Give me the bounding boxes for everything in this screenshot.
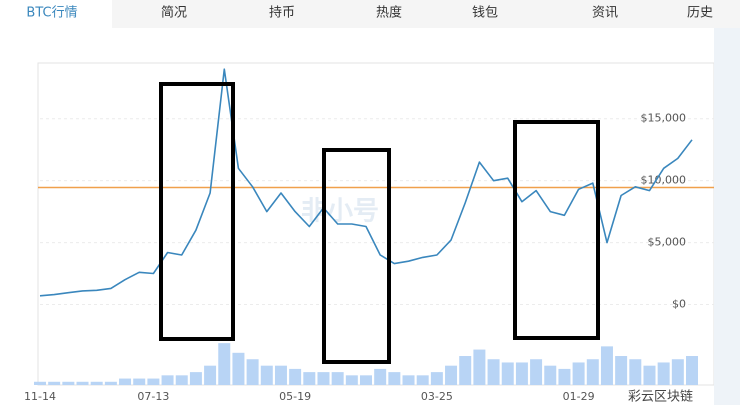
volume-bar — [175, 375, 188, 385]
volume-bar — [530, 359, 543, 385]
volume-bar — [572, 362, 585, 385]
volume-bar — [274, 365, 287, 385]
x-tick-label: 01-29 — [563, 390, 595, 403]
volume-bar — [133, 378, 146, 385]
x-tick-label: 03-25 — [421, 390, 453, 403]
volume-bar — [558, 368, 571, 385]
volume-bar — [615, 356, 628, 385]
volume-bar — [76, 381, 89, 385]
volume-bar — [331, 372, 344, 385]
highlight-box — [322, 148, 391, 364]
tab[interactable]: BTC行情 — [26, 6, 77, 21]
watermark: 彩云区块链 — [628, 390, 693, 405]
side-strip — [714, 28, 740, 405]
volume-bar — [388, 372, 401, 385]
volume-bar — [218, 343, 231, 385]
y-tick-label: $15,000 — [641, 112, 687, 125]
tab[interactable]: 钱包 — [472, 6, 498, 21]
volume-bar — [459, 356, 472, 385]
volume-bar — [686, 356, 698, 385]
tab[interactable]: 持币 — [269, 6, 295, 21]
y-tick-label: $0 — [672, 298, 686, 311]
volume-bar — [671, 359, 684, 385]
tab[interactable]: 简况 — [161, 5, 187, 21]
volume-bar — [289, 368, 302, 385]
volume-bar — [487, 359, 500, 385]
highlight-box — [159, 82, 235, 341]
volume-bar — [161, 375, 174, 385]
volume-bar — [445, 365, 458, 385]
tab-bar — [0, 0, 740, 28]
volume-bar — [473, 349, 486, 385]
tab[interactable]: 热度 — [376, 5, 402, 21]
volume-bar — [402, 375, 415, 385]
volume-bar — [317, 372, 330, 385]
volume-bar — [246, 359, 259, 385]
volume-bar — [204, 365, 217, 385]
volume-bar — [90, 381, 103, 385]
volume-bar — [147, 378, 160, 385]
volume-bar — [501, 362, 514, 385]
x-tick-label: 05-19 — [279, 390, 311, 403]
x-tick-label: 11-14 — [24, 390, 56, 403]
tab[interactable]: 历史 — [687, 6, 713, 21]
active-tab — [0, 0, 112, 28]
price-line — [39, 68, 693, 297]
y-tick-label: $5,000 — [648, 236, 687, 249]
volume-bar — [119, 378, 132, 385]
volume-bar — [430, 372, 443, 385]
plot-frame — [37, 62, 715, 386]
volume-bar — [360, 375, 372, 385]
volume-bar — [657, 362, 670, 385]
highlight-box — [513, 120, 600, 340]
volume-bar — [416, 375, 429, 385]
volume-bar — [544, 365, 557, 385]
volume-bar — [34, 381, 46, 385]
volume-bar — [515, 362, 528, 385]
volume-bar — [232, 352, 245, 385]
volume-bar — [48, 381, 61, 385]
volume-bar — [374, 368, 387, 385]
volume-bar — [260, 365, 273, 385]
volume-bar — [600, 346, 613, 385]
y-tick-label: $10,000 — [641, 174, 687, 187]
volume-bar — [643, 365, 656, 385]
tab[interactable]: 资讯 — [592, 6, 618, 21]
volume-bar — [104, 381, 117, 385]
volume-bar — [303, 372, 316, 385]
x-tick-label: 07-13 — [137, 390, 169, 403]
volume-bar — [586, 359, 599, 385]
volume-bar — [189, 372, 202, 385]
volume-bar — [345, 375, 358, 385]
volume-bar — [62, 381, 75, 385]
volume-bar — [629, 359, 642, 385]
